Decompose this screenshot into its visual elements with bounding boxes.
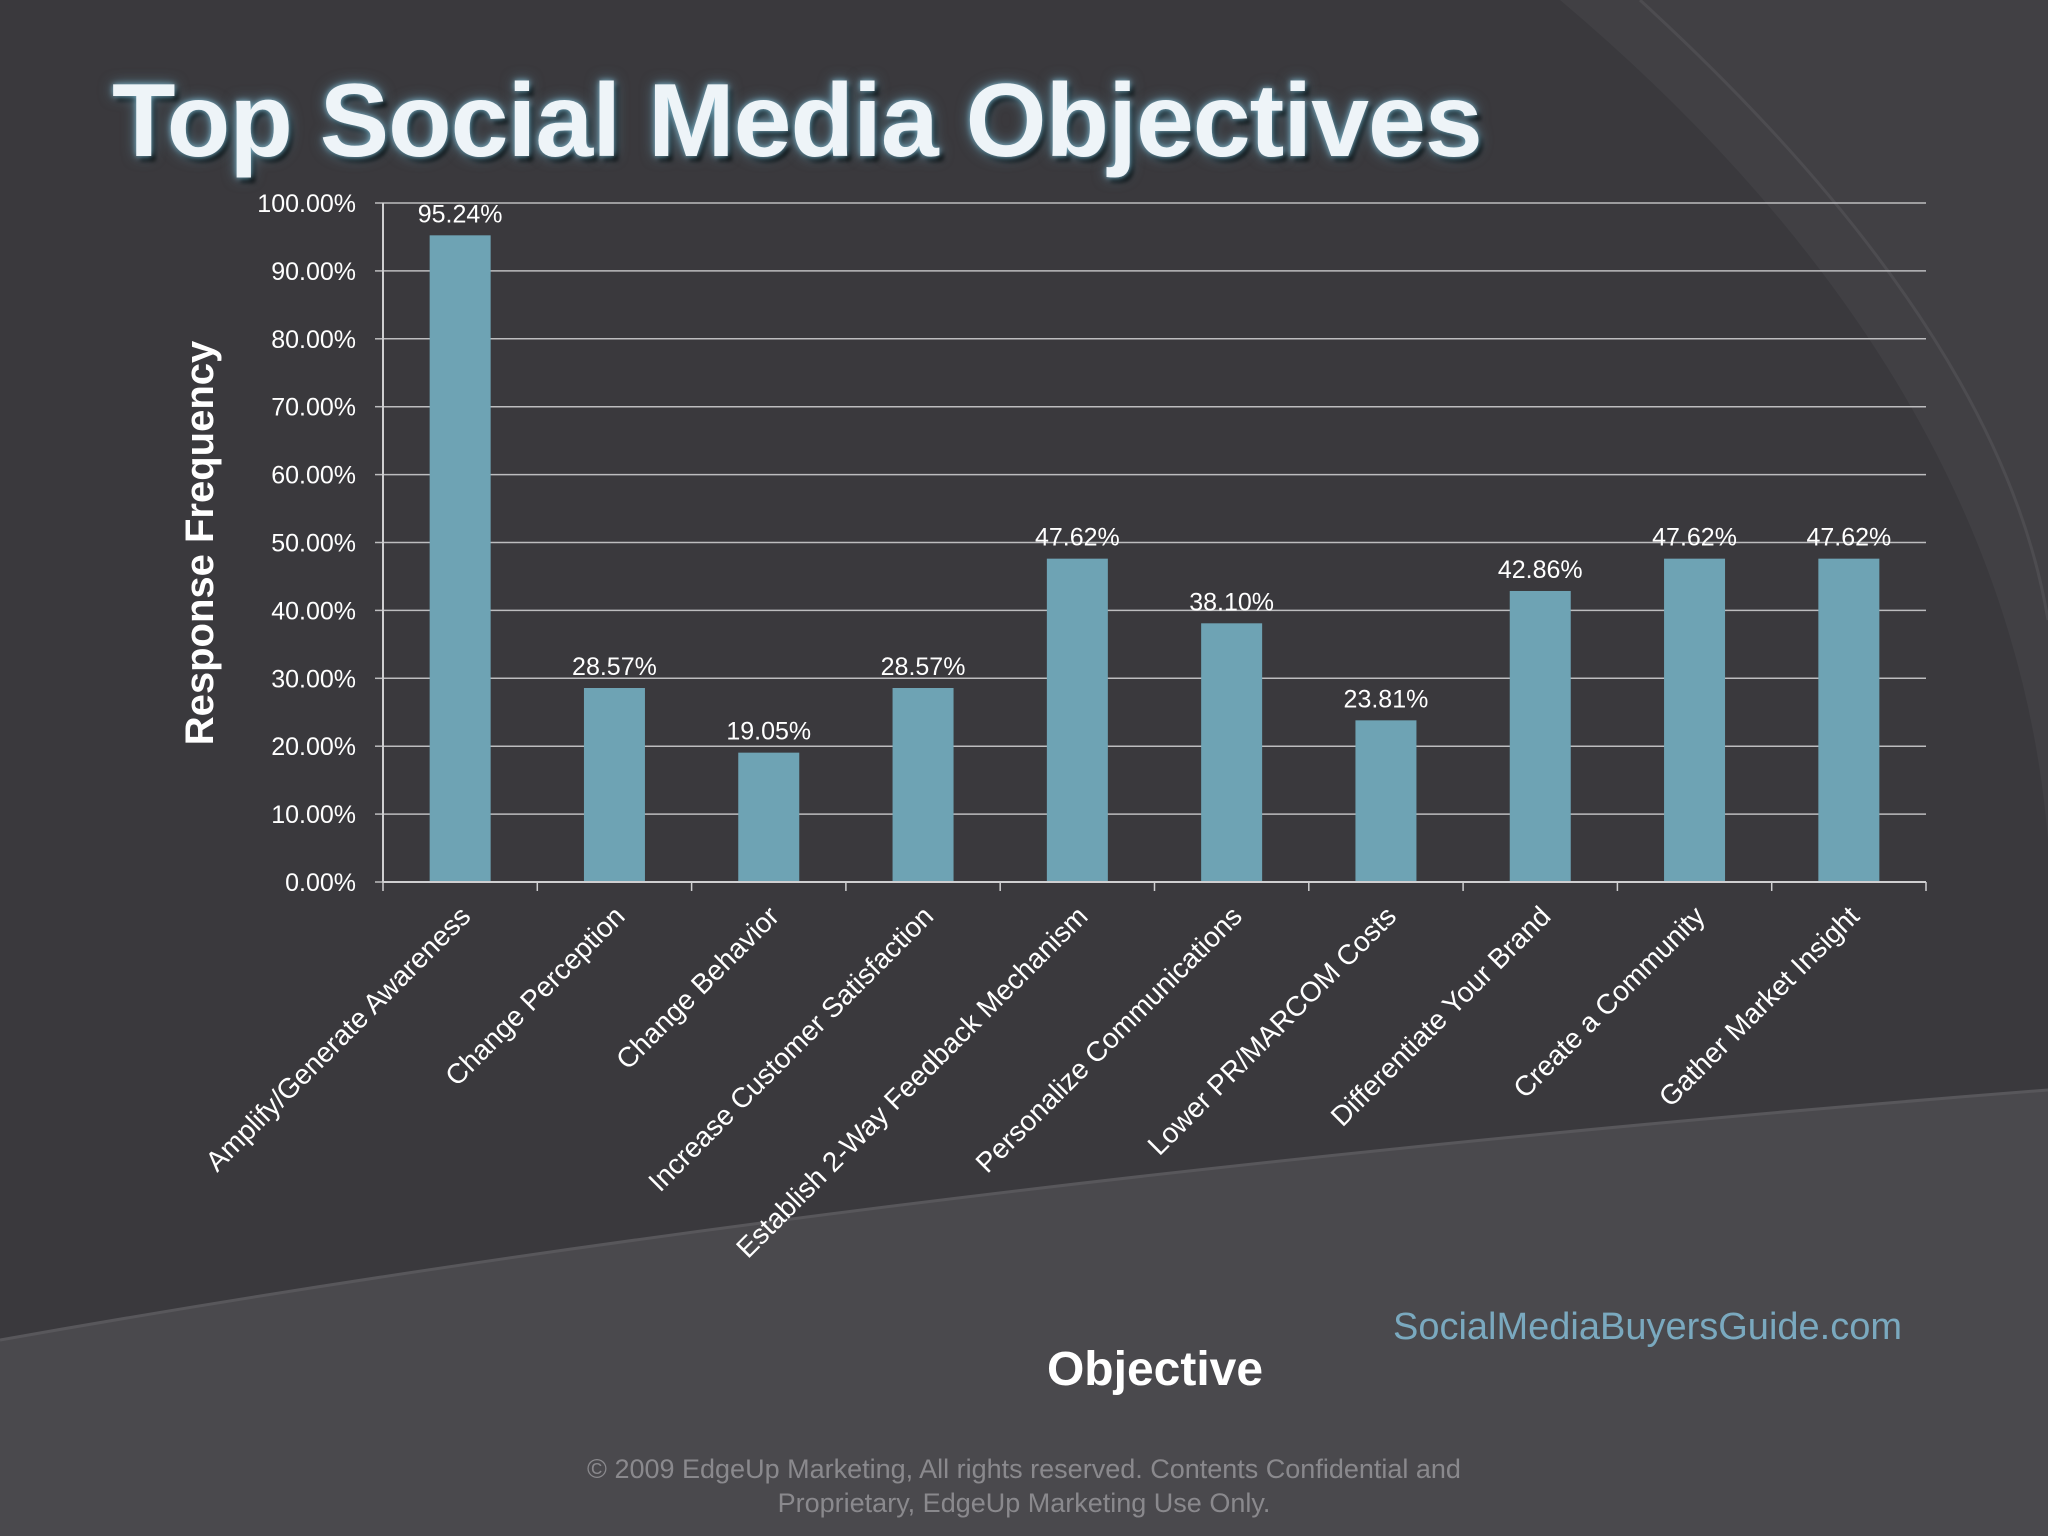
bar [738,752,800,882]
background-swoosh [0,1090,2048,1536]
bar [1201,623,1263,882]
x-tick-label: Lower PR/MARCOM Costs [1142,900,1403,1161]
data-label: 19.05% [726,718,811,746]
website-link[interactable]: SocialMediaBuyersGuide.com [1392,1306,1902,1348]
background-swoosh-edge [0,1088,2048,1342]
data-label: 47.62% [1652,524,1737,552]
x-tick-label: Increase Customer Satisfaction [642,900,939,1197]
y-axis-title: Response Frequency [178,340,222,745]
y-tick-label: 50.00% [271,530,356,558]
data-label: 38.10% [1189,588,1274,616]
copyright-notice: © 2009 EdgeUp Marketing, All rights rese… [0,1452,2048,1520]
bar [1664,558,1726,882]
bar [1046,558,1108,882]
y-tick-label: 10.00% [271,801,356,829]
copyright-line-1: © 2009 EdgeUp Marketing, All rights rese… [587,1454,1461,1484]
x-tick-label: Establish 2-Way Feedback Mechanism [730,900,1093,1263]
y-tick-label: 20.00% [271,733,356,761]
data-label: 47.62% [1806,524,1891,552]
y-tick-label: 60.00% [271,462,356,490]
y-tick-label: 70.00% [271,394,356,422]
data-label: 42.86% [1498,556,1583,584]
bar [583,688,645,882]
axes [375,202,1927,891]
data-label: 28.57% [881,653,966,681]
x-tick-label: Amplify/Generate Awareness [200,900,477,1177]
bars [429,235,1880,882]
data-label: 23.81% [1344,685,1429,713]
data-label: 28.57% [572,653,657,681]
bar [1509,590,1571,882]
y-tick-label: 80.00% [271,326,356,354]
y-tick-label: 30.00% [271,665,356,693]
bar [1355,720,1417,882]
x-tick-label: Change Behavior [610,900,785,1075]
y-tick-label: 40.00% [271,597,356,625]
data-label: 95.24% [418,200,503,228]
y-tick-label: 0.00% [285,869,356,897]
y-tick-label: 100.00% [257,190,356,218]
background-arc [1560,0,2048,840]
bar [429,235,491,882]
bar [1818,558,1880,882]
gridlines [383,202,1926,815]
x-axis-title: Objective [1047,1343,1263,1396]
data-label: 47.62% [1035,524,1120,552]
bar [892,688,954,882]
background-arc-line [1638,0,2048,621]
copyright-line-2: Proprietary, EdgeUp Marketing Use Only. [777,1488,1271,1518]
y-tick-label: 90.00% [271,258,356,286]
slide-title: Top Social Media Objectives [112,63,1483,179]
x-tick-label: Personalize Communications [970,900,1248,1178]
